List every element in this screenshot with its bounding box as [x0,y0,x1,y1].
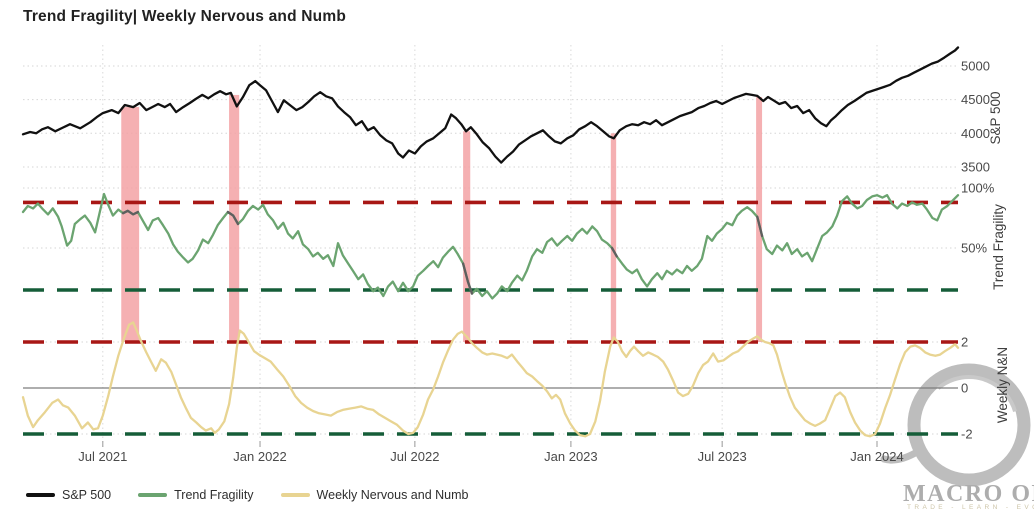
watermark-enso-flick [880,448,921,464]
chart-legend: S&P 500 Trend Fragility Weekly Nervous a… [26,488,468,502]
trend-fragility-legend-label: Trend Fragility [174,488,254,502]
y-tick-label: 0 [961,381,968,396]
s-p-500-line [21,46,960,164]
y-tick-label: 4500 [961,92,990,107]
chart-title: Trend Fragility| Weekly Nervous and Numb [23,8,346,25]
trend-fragility-line [21,192,960,300]
signal-band [121,107,140,342]
band-fragility-highlight [226,210,240,226]
legend-item-nervous-numb: Weekly Nervous and Numb [280,488,469,502]
band-fragility-highlight [610,246,618,258]
y-tick-label: 4000 [961,126,990,141]
watermark-tagline-text: TRADE - LEARN - EVOLVE [907,504,1034,511]
legend-item-trend-fragility: Trend Fragility [138,488,254,502]
axis-title-tf: Trend Fragility [991,204,1006,290]
y-tick-label: 3500 [961,159,990,174]
band-fragility-highlight [756,215,764,238]
band-fragility-highlight [121,209,140,216]
watermark-enso-inner-stroke [919,375,1019,476]
y-tick-label: 100% [961,181,995,196]
watermark-enso-circle-icon [907,363,1031,487]
sp500-legend-label: S&P 500 [62,488,112,502]
axis-title-sp500: S&P 500 [988,91,1003,144]
y-tick-label: 2 [961,335,968,350]
x-tick-label: Jan 2024 [850,449,904,464]
signal-band [610,133,617,342]
nervous-numb-legend-swatch [280,493,310,497]
y-tick-label: -2 [961,427,973,442]
y-tick-label: 50% [961,241,987,256]
x-tick-label: Jul 2023 [698,449,747,464]
x-tick-label: Jan 2023 [544,449,598,464]
signal-band [463,131,471,342]
watermark: MACRO OPSTRADE - LEARN - EVOLVE [880,363,1034,511]
y-tick-label: 5000 [961,59,990,74]
nervous-numb-legend-label: Weekly Nervous and Numb [316,488,469,502]
watermark-brand-text: MACRO OPS [903,481,1034,507]
legend-item-sp500: S&P 500 [26,488,111,502]
x-tick-label: Jul 2021 [78,449,127,464]
weekly-nervous-and-numb-line [21,321,960,438]
x-tick-label: Jul 2022 [390,449,439,464]
axis-title-nn: Weekly N&N [995,347,1010,423]
sp500-legend-swatch [26,493,55,497]
trend-fragility-legend-swatch [138,493,168,497]
x-tick-label: Jan 2022 [233,449,287,464]
band-fragility-highlight [461,262,474,295]
